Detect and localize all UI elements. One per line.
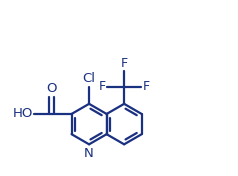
Text: O: O [46,82,57,95]
Text: N: N [84,147,94,161]
Text: Cl: Cl [83,72,96,85]
Text: F: F [121,57,128,70]
Text: HO: HO [12,108,33,120]
Text: F: F [99,80,106,93]
Text: F: F [142,80,149,93]
